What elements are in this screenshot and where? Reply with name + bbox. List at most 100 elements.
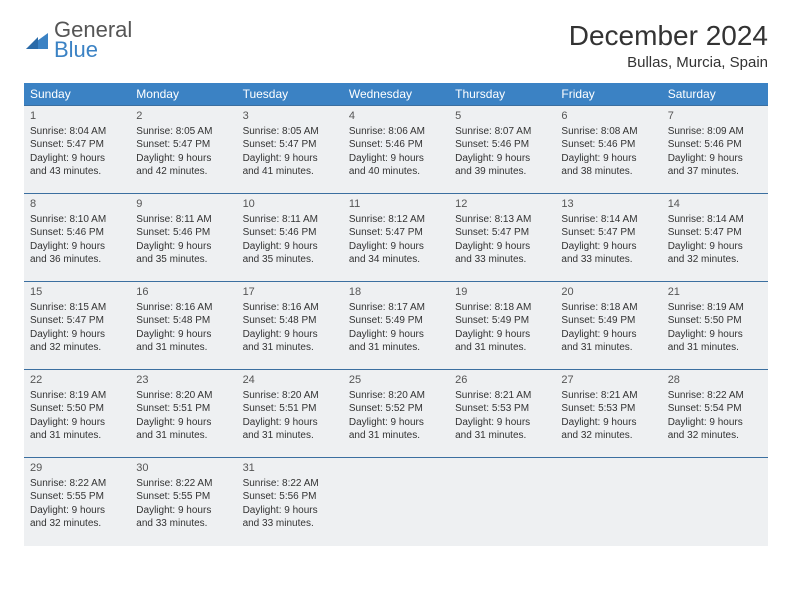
day-number: 7 bbox=[668, 109, 762, 124]
day-sunrise: Sunrise: 8:22 AM bbox=[668, 389, 762, 403]
day-day2: and 38 minutes. bbox=[561, 165, 655, 179]
day-header-row: SundayMondayTuesdayWednesdayThursdayFrid… bbox=[24, 83, 768, 106]
day-header-thursday: Thursday bbox=[449, 83, 555, 106]
day-day1: Daylight: 9 hours bbox=[455, 240, 549, 254]
day-day2: and 31 minutes. bbox=[136, 429, 230, 443]
day-cell: 2Sunrise: 8:05 AMSunset: 5:47 PMDaylight… bbox=[130, 106, 236, 194]
day-cell: 3Sunrise: 8:05 AMSunset: 5:47 PMDaylight… bbox=[237, 106, 343, 194]
week-row: 1Sunrise: 8:04 AMSunset: 5:47 PMDaylight… bbox=[24, 106, 768, 194]
day-number: 23 bbox=[136, 373, 230, 388]
day-cell: 31Sunrise: 8:22 AMSunset: 5:56 PMDayligh… bbox=[237, 458, 343, 546]
day-number: 18 bbox=[349, 285, 443, 300]
day-day2: and 33 minutes. bbox=[455, 253, 549, 267]
day-day2: and 31 minutes. bbox=[349, 341, 443, 355]
calendar-table: SundayMondayTuesdayWednesdayThursdayFrid… bbox=[24, 83, 768, 546]
day-sunset: Sunset: 5:47 PM bbox=[136, 138, 230, 152]
day-number: 11 bbox=[349, 197, 443, 212]
day-day2: and 31 minutes. bbox=[243, 429, 337, 443]
day-day2: and 31 minutes. bbox=[455, 429, 549, 443]
day-cell: 28Sunrise: 8:22 AMSunset: 5:54 PMDayligh… bbox=[662, 370, 768, 458]
day-number: 29 bbox=[30, 461, 124, 476]
day-cell: 4Sunrise: 8:06 AMSunset: 5:46 PMDaylight… bbox=[343, 106, 449, 194]
day-sunset: Sunset: 5:53 PM bbox=[455, 402, 549, 416]
day-sunrise: Sunrise: 8:21 AM bbox=[455, 389, 549, 403]
week-row: 15Sunrise: 8:15 AMSunset: 5:47 PMDayligh… bbox=[24, 282, 768, 370]
day-cell: 27Sunrise: 8:21 AMSunset: 5:53 PMDayligh… bbox=[555, 370, 661, 458]
day-sunset: Sunset: 5:49 PM bbox=[349, 314, 443, 328]
day-sunset: Sunset: 5:47 PM bbox=[561, 226, 655, 240]
day-number: 8 bbox=[30, 197, 124, 212]
day-number: 17 bbox=[243, 285, 337, 300]
day-sunrise: Sunrise: 8:09 AM bbox=[668, 125, 762, 139]
day-sunset: Sunset: 5:50 PM bbox=[668, 314, 762, 328]
day-cell: 10Sunrise: 8:11 AMSunset: 5:46 PMDayligh… bbox=[237, 194, 343, 282]
day-day1: Daylight: 9 hours bbox=[243, 416, 337, 430]
logo-text-wrap: General Blue bbox=[54, 20, 132, 60]
day-day1: Daylight: 9 hours bbox=[30, 328, 124, 342]
day-number: 15 bbox=[30, 285, 124, 300]
day-sunrise: Sunrise: 8:07 AM bbox=[455, 125, 549, 139]
day-day2: and 31 minutes. bbox=[455, 341, 549, 355]
day-day1: Daylight: 9 hours bbox=[136, 152, 230, 166]
title-block: December 2024 Bullas, Murcia, Spain bbox=[569, 20, 768, 71]
header: General Blue December 2024 Bullas, Murci… bbox=[24, 20, 768, 71]
day-cell: 16Sunrise: 8:16 AMSunset: 5:48 PMDayligh… bbox=[130, 282, 236, 370]
day-sunrise: Sunrise: 8:08 AM bbox=[561, 125, 655, 139]
day-number: 25 bbox=[349, 373, 443, 388]
day-header-saturday: Saturday bbox=[662, 83, 768, 106]
day-number: 5 bbox=[455, 109, 549, 124]
day-day1: Daylight: 9 hours bbox=[30, 240, 124, 254]
day-number: 16 bbox=[136, 285, 230, 300]
day-sunset: Sunset: 5:46 PM bbox=[30, 226, 124, 240]
day-sunset: Sunset: 5:55 PM bbox=[136, 490, 230, 504]
empty-cell bbox=[449, 458, 555, 546]
day-day2: and 33 minutes. bbox=[243, 517, 337, 531]
empty-cell bbox=[662, 458, 768, 546]
logo: General Blue bbox=[24, 20, 132, 60]
day-sunrise: Sunrise: 8:11 AM bbox=[243, 213, 337, 227]
day-sunset: Sunset: 5:46 PM bbox=[243, 226, 337, 240]
day-day1: Daylight: 9 hours bbox=[455, 416, 549, 430]
day-sunset: Sunset: 5:55 PM bbox=[30, 490, 124, 504]
day-day1: Daylight: 9 hours bbox=[243, 152, 337, 166]
day-sunrise: Sunrise: 8:15 AM bbox=[30, 301, 124, 315]
day-day2: and 31 minutes. bbox=[349, 429, 443, 443]
day-cell: 12Sunrise: 8:13 AMSunset: 5:47 PMDayligh… bbox=[449, 194, 555, 282]
day-sunset: Sunset: 5:47 PM bbox=[349, 226, 443, 240]
day-day1: Daylight: 9 hours bbox=[349, 328, 443, 342]
day-cell: 14Sunrise: 8:14 AMSunset: 5:47 PMDayligh… bbox=[662, 194, 768, 282]
day-day1: Daylight: 9 hours bbox=[561, 152, 655, 166]
day-day2: and 35 minutes. bbox=[136, 253, 230, 267]
day-day1: Daylight: 9 hours bbox=[136, 328, 230, 342]
day-sunrise: Sunrise: 8:22 AM bbox=[30, 477, 124, 491]
day-day1: Daylight: 9 hours bbox=[349, 152, 443, 166]
day-cell: 24Sunrise: 8:20 AMSunset: 5:51 PMDayligh… bbox=[237, 370, 343, 458]
day-cell: 29Sunrise: 8:22 AMSunset: 5:55 PMDayligh… bbox=[24, 458, 130, 546]
day-sunrise: Sunrise: 8:20 AM bbox=[349, 389, 443, 403]
day-day2: and 31 minutes. bbox=[243, 341, 337, 355]
day-day2: and 31 minutes. bbox=[668, 341, 762, 355]
day-sunrise: Sunrise: 8:06 AM bbox=[349, 125, 443, 139]
day-day2: and 32 minutes. bbox=[561, 429, 655, 443]
day-number: 31 bbox=[243, 461, 337, 476]
day-day2: and 33 minutes. bbox=[136, 517, 230, 531]
day-day1: Daylight: 9 hours bbox=[30, 152, 124, 166]
day-sunrise: Sunrise: 8:20 AM bbox=[136, 389, 230, 403]
day-day2: and 32 minutes. bbox=[668, 253, 762, 267]
day-sunset: Sunset: 5:54 PM bbox=[668, 402, 762, 416]
day-sunset: Sunset: 5:52 PM bbox=[349, 402, 443, 416]
day-number: 28 bbox=[668, 373, 762, 388]
day-day1: Daylight: 9 hours bbox=[243, 504, 337, 518]
day-sunset: Sunset: 5:47 PM bbox=[668, 226, 762, 240]
week-row: 22Sunrise: 8:19 AMSunset: 5:50 PMDayligh… bbox=[24, 370, 768, 458]
day-day1: Daylight: 9 hours bbox=[243, 328, 337, 342]
day-day1: Daylight: 9 hours bbox=[455, 152, 549, 166]
day-sunset: Sunset: 5:46 PM bbox=[136, 226, 230, 240]
day-day2: and 31 minutes. bbox=[136, 341, 230, 355]
day-sunrise: Sunrise: 8:19 AM bbox=[668, 301, 762, 315]
day-day1: Daylight: 9 hours bbox=[561, 416, 655, 430]
day-header-monday: Monday bbox=[130, 83, 236, 106]
day-cell: 19Sunrise: 8:18 AMSunset: 5:49 PMDayligh… bbox=[449, 282, 555, 370]
day-sunrise: Sunrise: 8:12 AM bbox=[349, 213, 443, 227]
day-day1: Daylight: 9 hours bbox=[668, 152, 762, 166]
